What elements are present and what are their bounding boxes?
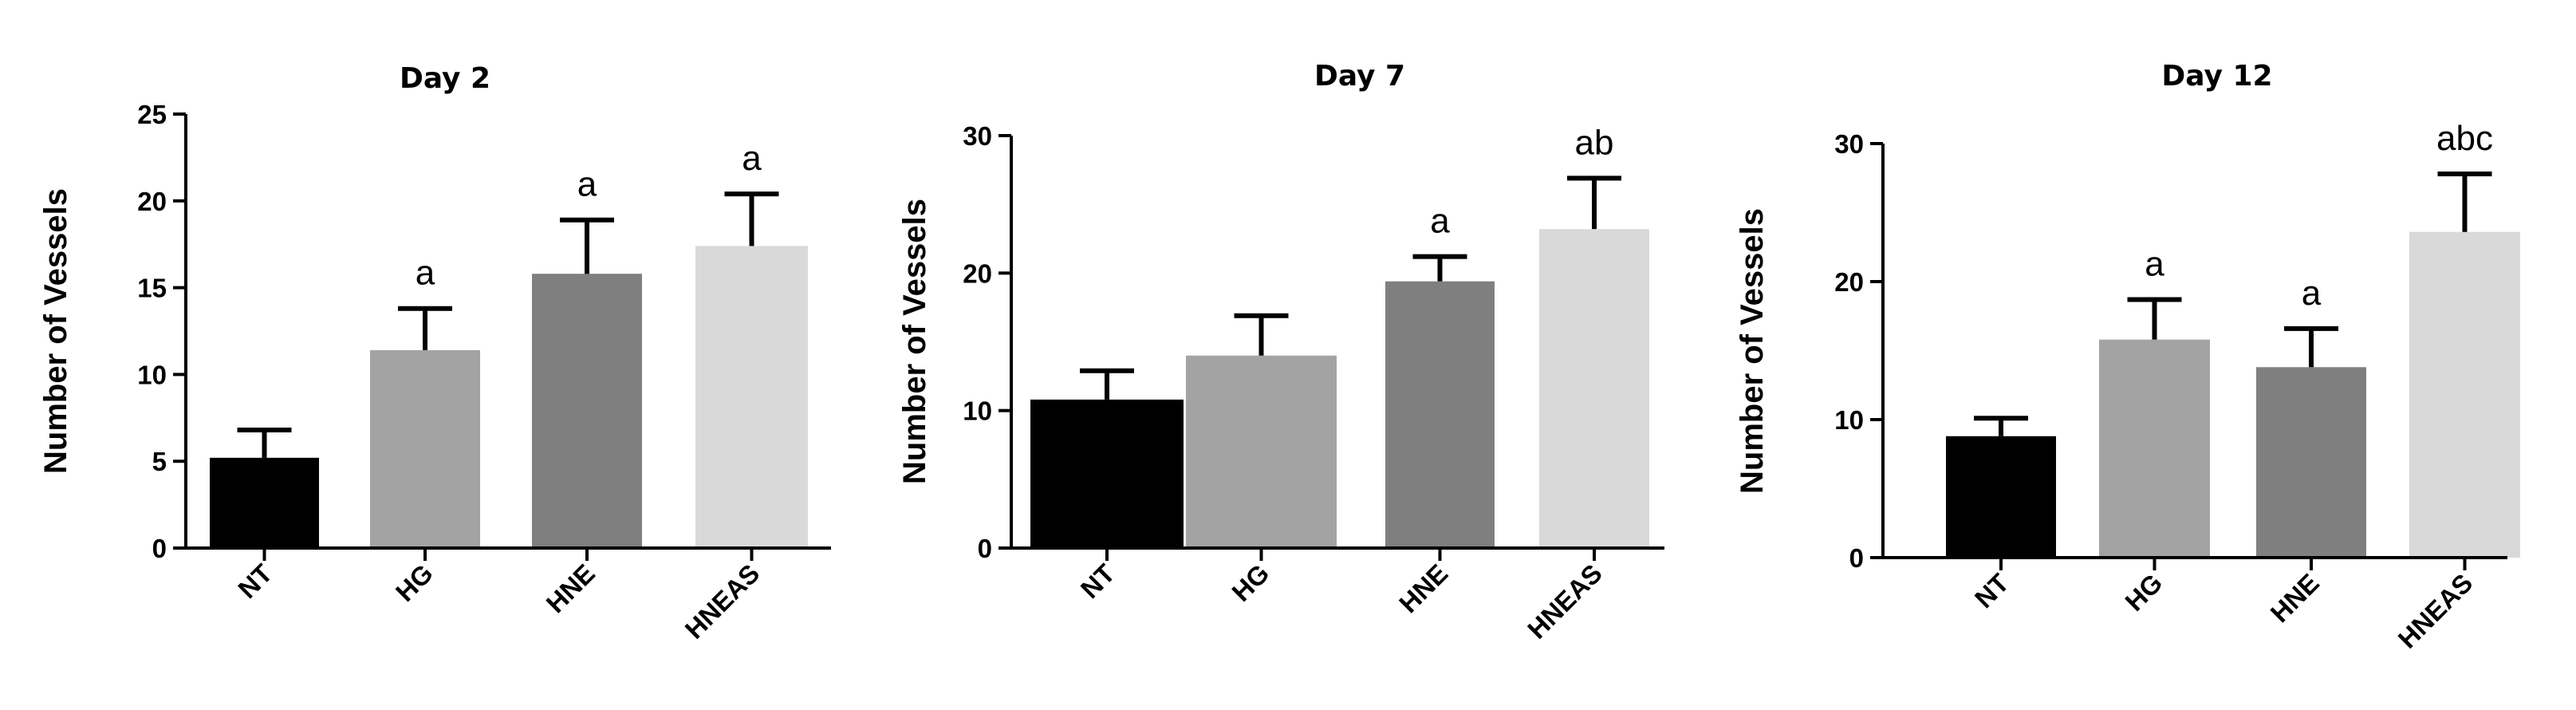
panel-1-y-axis-label: Number of Vessels bbox=[38, 188, 73, 474]
panel-2-bar-hg bbox=[1186, 355, 1337, 548]
panel-3-bar-hg bbox=[2099, 339, 2210, 558]
panel-1-title: Day 2 bbox=[400, 62, 490, 95]
panel-1-x-tick-label-hne: HNE bbox=[541, 558, 601, 618]
panel-3-y-tick-label: 0 bbox=[1849, 543, 1864, 573]
panel-3-bar-hne bbox=[2256, 367, 2366, 558]
panel-1-annotation-hneas: a bbox=[742, 139, 762, 178]
panel-3-bar-nt bbox=[1946, 436, 2056, 558]
panel-3-annotation-hneas: abc bbox=[2436, 119, 2493, 158]
panel-2-x-tick-label-nt: NT bbox=[1075, 558, 1121, 604]
panel-1-error-bar-hg bbox=[398, 306, 452, 350]
panel-1-y-tick-label: 25 bbox=[137, 100, 167, 129]
panel-3-y-tick-label: 30 bbox=[1834, 129, 1864, 159]
panel-2-title: Day 7 bbox=[1314, 60, 1405, 93]
panel-1-x-tick-label-nt: NT bbox=[232, 558, 278, 604]
panel-3-error-bar-hne bbox=[2284, 325, 2338, 368]
panel-2-error-bar-hne bbox=[1412, 254, 1467, 282]
panel-3-error-bar-hg bbox=[2127, 297, 2182, 340]
panel-1-error-bar-hneas bbox=[724, 191, 779, 247]
panel-1-y-tick-label: 0 bbox=[152, 534, 167, 563]
panel-3-x-tick-label-hg: HG bbox=[2119, 568, 2168, 617]
panel-3-x-tick-label-hneas: HNEAS bbox=[2393, 568, 2479, 654]
panel-3-annotation-hne: a bbox=[2302, 274, 2322, 313]
panel-1-bar-hneas bbox=[695, 246, 808, 548]
panel-2-bar-nt bbox=[1030, 399, 1184, 548]
panel-1-bar-hg bbox=[370, 349, 480, 548]
panel-2-error-bar-nt bbox=[1080, 368, 1134, 400]
panel-1-annotation-hne: a bbox=[577, 165, 597, 204]
panel-1-y-tick-label: 5 bbox=[152, 447, 167, 476]
panel-2-x-tick-label-hne: HNE bbox=[1393, 558, 1453, 618]
panel-1-x-tick-label-hg: HG bbox=[390, 558, 439, 607]
panel-2-x-tick-label-hg: HG bbox=[1226, 558, 1274, 607]
panel-1-bar-nt bbox=[210, 457, 319, 548]
panel-3-x-tick-label-hne: HNE bbox=[2265, 568, 2325, 628]
panel-1-error-bar-hne bbox=[560, 217, 614, 274]
panel-3-error-bar-nt bbox=[1974, 416, 2028, 436]
panel-3-annotation-hg: a bbox=[2145, 244, 2164, 283]
panel-1-bar-hne bbox=[532, 274, 642, 548]
panel-1-annotation-hg: a bbox=[416, 254, 435, 293]
panel-2-y-tick-label: 30 bbox=[963, 121, 992, 151]
panel-1-error-bar-nt bbox=[237, 428, 292, 458]
panel-3-y-axis-label: Number of Vessels bbox=[1735, 208, 1770, 494]
panel-3-y-tick-label: 20 bbox=[1834, 267, 1864, 297]
panel-3-y-tick-label: 10 bbox=[1834, 405, 1864, 435]
panel-3-x-tick-label-nt: NT bbox=[1969, 568, 2015, 613]
panel-1-y-tick-label: 15 bbox=[137, 274, 167, 303]
panel-2-y-tick-label: 20 bbox=[963, 258, 992, 288]
panel-2-annotation-hne: a bbox=[1430, 202, 1450, 241]
panel-3-error-bar-hneas bbox=[2437, 172, 2492, 232]
panel-3-title: Day 12 bbox=[2161, 60, 2272, 93]
panel-2-y-axis-label: Number of Vessels bbox=[897, 199, 932, 484]
panel-2-x-tick-label-hneas: HNEAS bbox=[1522, 558, 1608, 645]
panel-2-error-bar-hneas bbox=[1567, 176, 1621, 230]
panel-2-annotation-hneas: ab bbox=[1575, 123, 1614, 162]
panel-1-x-tick-label-hneas: HNEAS bbox=[679, 558, 766, 645]
panel-2-bar-hne bbox=[1385, 281, 1495, 548]
panel-1-y-tick-label: 10 bbox=[137, 360, 167, 389]
panel-2-bar-hneas bbox=[1539, 229, 1649, 548]
panel-2-error-bar-hg bbox=[1234, 313, 1289, 356]
panel-1-y-tick-label: 20 bbox=[137, 187, 167, 216]
panel-2-y-tick-label: 0 bbox=[978, 534, 992, 563]
panel-2-y-tick-label: 10 bbox=[963, 396, 992, 426]
panel-3-bar-hneas bbox=[2409, 231, 2520, 558]
